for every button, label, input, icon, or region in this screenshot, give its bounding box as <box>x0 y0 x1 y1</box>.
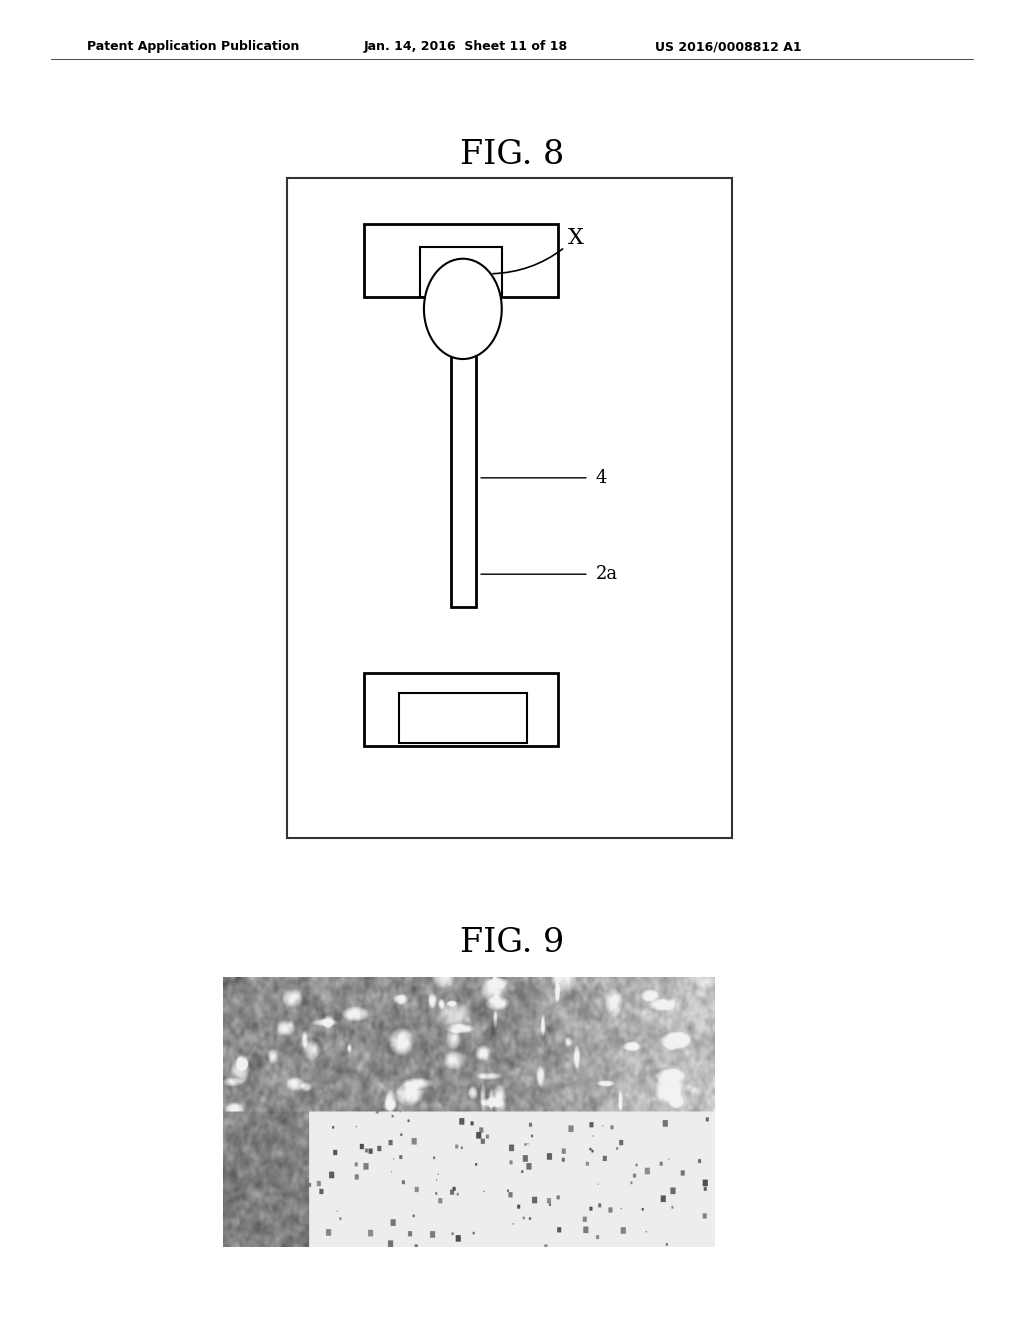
Text: 2a: 2a <box>596 565 618 583</box>
Bar <box>364 224 558 297</box>
Text: 4: 4 <box>596 469 607 487</box>
Bar <box>364 673 558 746</box>
Bar <box>420 247 502 297</box>
Text: X: X <box>493 227 584 273</box>
Circle shape <box>424 259 502 359</box>
Text: D2: D2 <box>418 1122 441 1139</box>
Text: US 2016/0008812 A1: US 2016/0008812 A1 <box>655 40 802 53</box>
Text: Jan. 14, 2016  Sheet 11 of 18: Jan. 14, 2016 Sheet 11 of 18 <box>364 40 567 53</box>
Bar <box>287 178 732 838</box>
Text: FIG. 8: FIG. 8 <box>460 139 564 170</box>
Bar <box>451 293 476 607</box>
Bar <box>399 693 527 743</box>
Text: FIG. 9: FIG. 9 <box>460 927 564 958</box>
Text: D1: D1 <box>332 1031 355 1048</box>
Text: Patent Application Publication: Patent Application Publication <box>87 40 299 53</box>
